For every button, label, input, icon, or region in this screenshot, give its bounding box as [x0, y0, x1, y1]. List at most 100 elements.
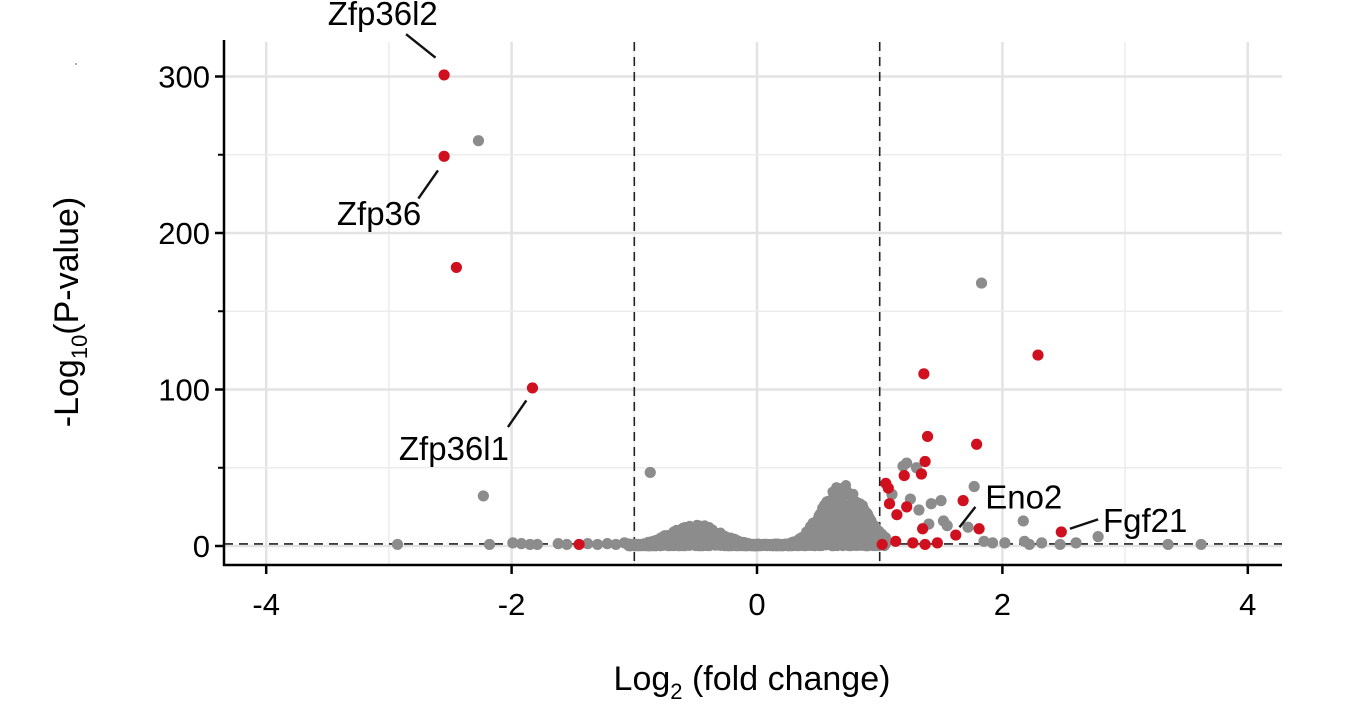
- cloud-point: [782, 539, 793, 551]
- significant-point: [890, 535, 902, 547]
- nonsignificant-point: [986, 537, 999, 549]
- x-tick-label: -2: [498, 587, 526, 622]
- nonsignificant-cloud: [623, 480, 891, 552]
- annotation-leader-line: [405, 33, 437, 59]
- significant-point: [1032, 349, 1044, 361]
- cloud-point: [857, 500, 868, 511]
- annotation-leader-line: [1069, 518, 1099, 530]
- data-points: [391, 69, 1207, 551]
- nonsignificant-point: [1070, 537, 1082, 549]
- axes: -4 -2 0 2 4 0 100 200 300: [75, 40, 1282, 622]
- cloud-point: [852, 533, 863, 545]
- x-axis-title: Log2 (fold change): [614, 660, 891, 704]
- significant-point: [526, 382, 539, 394]
- cloud-point: [857, 507, 868, 518]
- nonsignificant-point: [1092, 531, 1104, 543]
- cloud-point: [839, 526, 851, 537]
- cloud-point: [835, 537, 846, 548]
- nonsignificant-point: [483, 538, 496, 551]
- cloud-point: [652, 540, 663, 551]
- annotation-leader-line: [958, 506, 977, 528]
- cloud-point: [705, 523, 716, 534]
- cloud-point: [830, 513, 841, 524]
- significant-point: [438, 150, 450, 162]
- nonsignificant-point: [507, 537, 519, 549]
- y-tick-label: 0: [193, 529, 210, 564]
- significant-point: [973, 523, 985, 535]
- significant-point: [921, 430, 934, 443]
- nonsignificant-point: [610, 538, 622, 551]
- cloud-point: [745, 540, 757, 552]
- nonsignificant-point: [531, 538, 543, 551]
- significant-point: [898, 469, 910, 482]
- cloud-point: [707, 536, 719, 547]
- cloud-point: [667, 531, 678, 542]
- cloud-point: [851, 515, 862, 526]
- nonsignificant-point: [975, 277, 988, 289]
- x-tick-label: 0: [748, 587, 765, 622]
- cloud-point: [803, 525, 814, 537]
- nonsignificant-point: [1162, 538, 1174, 551]
- nonsignificant-point: [1054, 538, 1066, 551]
- cloud-point: [840, 507, 852, 519]
- cloud-point: [828, 532, 839, 543]
- gene-label-zfp36l2: Zfp36l2: [328, 0, 438, 32]
- x-tick-label: 4: [1239, 587, 1256, 622]
- nonsignificant-point: [477, 490, 489, 502]
- cloud-point: [697, 528, 708, 539]
- cloud-point: [791, 540, 802, 551]
- x-tick-label: -4: [252, 587, 280, 622]
- cloud-point: [737, 539, 748, 551]
- significant-point: [918, 368, 930, 380]
- significant-point: [901, 501, 913, 513]
- nonsignificant-point: [561, 538, 573, 551]
- nonsignificant-point: [1036, 537, 1048, 549]
- x-tick-label: 2: [994, 587, 1011, 622]
- cloud-point: [827, 486, 838, 497]
- cloud-point: [824, 502, 835, 514]
- significant-point: [919, 455, 931, 468]
- cloud-point: [819, 534, 831, 545]
- significant-point: [957, 495, 969, 507]
- nonsignificant-point: [897, 460, 909, 472]
- nonsignificant-point: [941, 520, 953, 532]
- significant-point: [573, 538, 585, 551]
- cloud-point: [638, 539, 650, 550]
- significant-point: [950, 529, 962, 541]
- nonsignificant-point: [618, 537, 631, 549]
- cloud-point: [716, 536, 727, 548]
- cloud-point: [728, 540, 739, 551]
- nonsignificant-point: [962, 521, 974, 533]
- gene-label-zfp36: Zfp36: [337, 195, 421, 232]
- grid: [224, 42, 1282, 565]
- nonsignificant-point: [601, 538, 613, 550]
- y-tick-label: 200: [158, 216, 210, 251]
- cloud-point: [679, 531, 691, 542]
- significant-point: [971, 438, 983, 450]
- nonsignificant-point: [978, 535, 990, 547]
- cloud-point: [859, 533, 870, 544]
- nonsignificant-point: [591, 538, 604, 551]
- gene-label-eno2: Eno2: [985, 478, 1062, 515]
- annotation-leader-line: [417, 169, 439, 200]
- gene-label-fgf21: Fgf21: [1103, 502, 1187, 539]
- nonsignificant-point: [968, 480, 980, 493]
- significant-point: [438, 69, 450, 81]
- y-axis-title: -Log10(P-value): [48, 197, 92, 427]
- cloud-point: [677, 540, 688, 552]
- significant-point: [1055, 526, 1067, 538]
- significant-point: [915, 468, 928, 480]
- threshold-lines: [224, 42, 1282, 565]
- nonsignificant-point: [1023, 538, 1035, 551]
- nonsignificant-point: [935, 495, 947, 507]
- significant-point: [450, 261, 462, 274]
- cloud-point: [771, 539, 782, 550]
- significant-point: [931, 537, 943, 549]
- y-tick-label: 100: [158, 373, 210, 408]
- nonsignificant-point: [925, 498, 937, 510]
- nonsignificant-point: [472, 135, 485, 147]
- nonsignificant-point: [644, 466, 656, 479]
- nonsignificant-point: [999, 537, 1011, 549]
- cloud-point: [802, 540, 813, 551]
